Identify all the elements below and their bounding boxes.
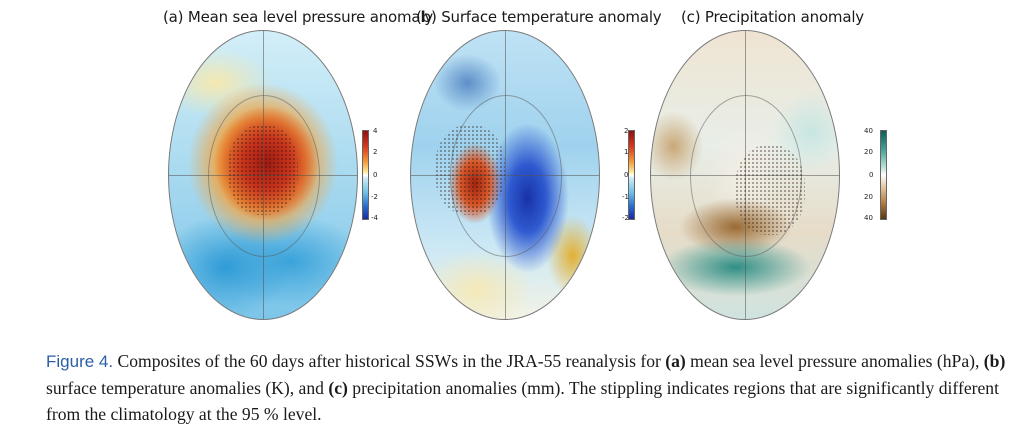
latitude-ring <box>450 95 562 257</box>
panel-a-title: (a) Mean sea level pressure anomaly <box>163 8 434 26</box>
colorbar-tick: 20 <box>864 193 873 201</box>
caption-text: surface temperature anomalies (K), and <box>46 378 329 398</box>
significance-stippling <box>435 125 505 215</box>
panel-b-title: (b) Surface temperature anomaly <box>416 8 662 26</box>
panel-c-map <box>650 30 840 320</box>
panel-marker: (b) <box>983 351 1006 371</box>
colorbar-tick: 0 <box>869 171 874 179</box>
panel-marker: (c) <box>328 378 348 398</box>
colorbar-tick: 20 <box>864 148 873 156</box>
panel-b-map <box>410 30 600 320</box>
panel-marker: (a) <box>665 351 686 371</box>
colorbar-tick: 2 <box>624 127 629 135</box>
colorbar-tick: 4 <box>373 127 378 135</box>
latitude-ring <box>690 95 802 257</box>
significance-stippling <box>228 125 298 215</box>
latitude-ring <box>208 95 320 257</box>
colorbar-tick: 0 <box>624 171 629 179</box>
panel-a-map <box>168 30 358 320</box>
caption-text: Composites of the 60 days after historic… <box>113 351 666 371</box>
panel-c-colorbar <box>880 130 887 220</box>
panel-c-title: (c) Precipitation anomaly <box>681 8 864 26</box>
colorbar-tick: 40 <box>864 127 873 135</box>
colorbar-tick: -1 <box>622 193 629 201</box>
panel-a-colorbar <box>362 130 369 220</box>
colorbar-tick: 40 <box>864 214 873 222</box>
panel-b-colorbar <box>628 130 635 220</box>
colorbar-tick: -4 <box>371 214 378 222</box>
caption-text: mean sea level pressure anomalies (hPa), <box>685 351 984 371</box>
significance-stippling <box>735 145 805 235</box>
figure-caption: Figure 4. Composites of the 60 days afte… <box>46 348 1006 427</box>
colorbar-tick: -2 <box>371 193 378 201</box>
colorbar-tick: 0 <box>373 171 378 179</box>
colorbar-tick: 2 <box>373 148 378 156</box>
caption-text: precipitation anomalies (mm). The stippl… <box>46 378 999 424</box>
colorbar-tick: -2 <box>622 214 629 222</box>
colorbar-tick: 1 <box>624 148 629 156</box>
figure-label: Figure 4. <box>46 352 114 371</box>
